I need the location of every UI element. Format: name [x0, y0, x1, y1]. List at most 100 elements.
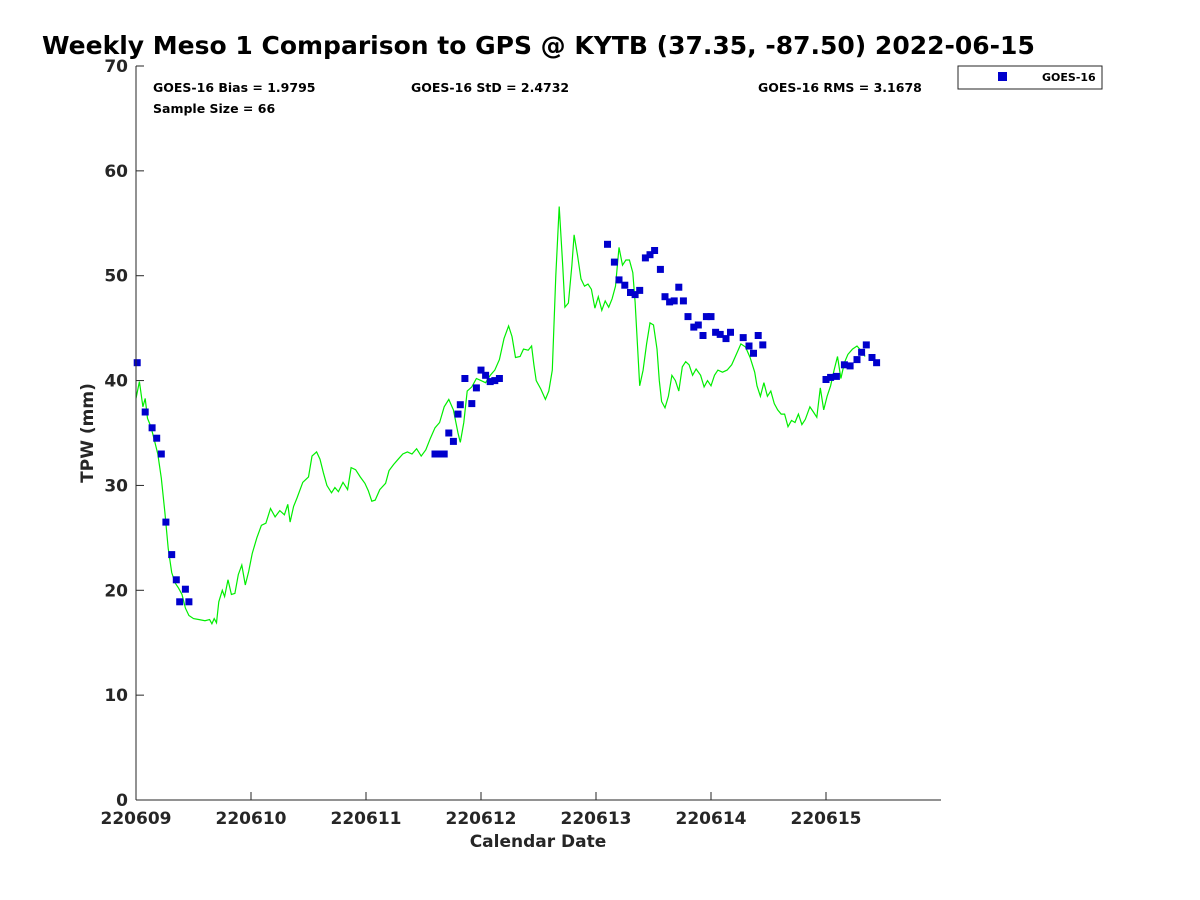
y-axis-label: TPW (mm) [78, 383, 98, 483]
goes-16-point-59 [832, 372, 840, 380]
goes-16-point-38 [666, 298, 674, 306]
goes-16-point-18 [461, 375, 469, 382]
goes-16-point-43 [690, 323, 698, 331]
goes-16-point-3 [153, 434, 161, 442]
goes-16-point-14 [445, 429, 453, 437]
goes-16-point-39 [670, 297, 678, 305]
goes-16-point-17 [456, 401, 464, 409]
x-tick-label-0: 220609 [101, 809, 172, 829]
goes-16-point-0 [133, 359, 141, 367]
y-tick-label-30: 30 [104, 476, 128, 496]
goes-16-point-1 [141, 408, 149, 416]
goes-16-point-22 [482, 371, 490, 379]
bias-stat: GOES-16 Bias = 1.9795 [153, 80, 315, 95]
goes-16-point-15 [449, 437, 457, 445]
goes-16-point-41 [679, 297, 687, 305]
rms-stat: GOES-16 RMS = 3.1678 [758, 80, 922, 95]
legend-label-goes-16: GOES-16 [1042, 71, 1096, 84]
goes-16-point-13 [440, 450, 448, 458]
goes-16-point-60 [840, 361, 848, 369]
goes-16-point-52 [739, 334, 747, 342]
goes-16-point-47 [707, 313, 715, 321]
goes-16-point-2 [148, 424, 156, 432]
goes-16-point-21 [477, 366, 485, 374]
goes-16-point-7 [172, 576, 180, 584]
x-tick-label-5: 220614 [676, 809, 747, 829]
goes-16-point-50 [722, 335, 730, 343]
goes-16-point-36 [656, 265, 664, 273]
goes-16-point-61 [846, 362, 854, 370]
goes-16-point-51 [727, 328, 734, 336]
goes-16-point-58 [827, 373, 835, 381]
goes-16-point-10 [185, 598, 193, 606]
x-tick-label-3: 220612 [446, 809, 517, 829]
axes [135, 66, 941, 801]
goes-16-point-40 [675, 283, 683, 291]
goes-16-point-49 [716, 330, 724, 338]
goes-16-point-16 [454, 410, 462, 418]
goes-16-point-33 [641, 254, 649, 262]
plot-area: 0 10 20 30 40 50 60 70 220609 220610 220611 220612 2… [101, 57, 941, 829]
chart-title: Weekly Meso 1 Comparison to GPS @ KYTB (… [42, 31, 1035, 60]
goes-16-point-11 [431, 450, 439, 458]
goes-16-point-45 [699, 332, 707, 339]
goes-16-point-31 [631, 291, 639, 299]
legend: GOES-16 [957, 65, 1103, 90]
goes-16-point-25 [495, 375, 503, 382]
goes-16-point-55 [754, 332, 762, 339]
goes-16-point-56 [759, 341, 767, 349]
goes-16-point-19 [468, 400, 476, 408]
y-tick-label-0: 0 [116, 791, 128, 811]
x-tick-label-6: 220615 [791, 809, 862, 829]
goes-16-point-6 [168, 551, 176, 559]
goes-16-point-48 [712, 328, 720, 336]
goes-16-point-24 [491, 377, 499, 385]
x-tick-label-4: 220613 [561, 809, 632, 829]
goes-16-point-4 [157, 450, 165, 458]
goes-16-point-65 [868, 354, 876, 361]
goes-16-point-66 [873, 359, 881, 367]
goes-16-point-26 [604, 240, 611, 248]
gps-line-group [135, 206, 866, 626]
goes-16-point-30 [627, 289, 634, 296]
goes-16-point-5 [162, 518, 170, 526]
goes-16-point-63 [858, 348, 866, 356]
goes-16-point-54 [750, 349, 757, 357]
goes-16-point-20 [472, 384, 480, 392]
x-tick-label-1: 220610 [216, 809, 287, 829]
goes-16-point-44 [694, 321, 702, 329]
goes-16-point-9 [181, 585, 189, 593]
ticks: 0 10 20 30 40 50 60 70 220609 220610 220611 220612 2… [101, 57, 862, 829]
goes-16-point-64 [862, 341, 870, 349]
x-axis-label: Calendar Date [470, 832, 607, 852]
sample-size-stat: Sample Size = 66 [153, 101, 275, 116]
goes-16-point-29 [621, 281, 629, 289]
gps-line [135, 206, 866, 626]
goes-16-point-28 [615, 276, 623, 284]
goes-16-point-12 [436, 450, 444, 458]
goes-16-point-62 [853, 356, 861, 364]
goes-16-point-37 [661, 293, 669, 301]
std-stat: GOES-16 StD = 2.4732 [411, 80, 569, 95]
goes-16-point-23 [486, 378, 494, 386]
y-tick-label-70: 70 [104, 57, 128, 77]
goes-16-point-57 [822, 376, 830, 383]
y-tick-label-60: 60 [104, 162, 128, 182]
goes-16-point-53 [745, 342, 753, 350]
goes-16-point-8 [176, 598, 184, 606]
y-tick-label-50: 50 [104, 267, 128, 287]
y-tick-label-20: 20 [104, 581, 128, 601]
goes-16-point-35 [651, 247, 659, 254]
goes-16-point-42 [684, 313, 692, 321]
goes-16-point-34 [646, 251, 654, 259]
goes-16-point-27 [610, 258, 618, 266]
goes-16-point-32 [636, 286, 644, 294]
legend-marker-square [998, 72, 1007, 81]
y-tick-label-40: 40 [104, 372, 128, 392]
goes-16-point-46 [702, 313, 710, 321]
y-tick-label-10: 10 [104, 686, 128, 706]
goes-16-series [133, 240, 881, 606]
legend-box [957, 65, 1103, 90]
x-tick-label-2: 220611 [331, 809, 402, 829]
